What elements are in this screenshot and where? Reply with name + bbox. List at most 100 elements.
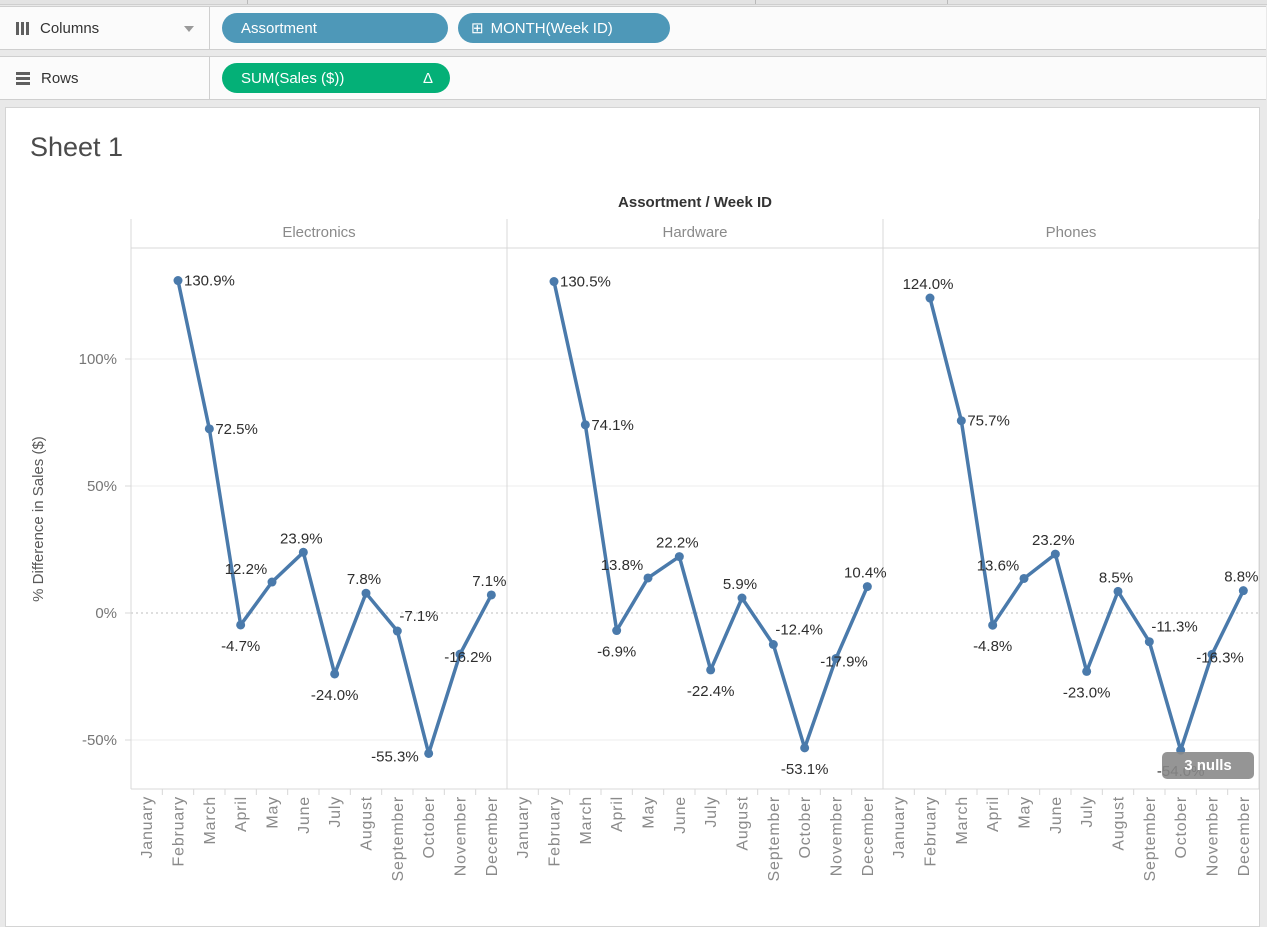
divider <box>755 0 756 4</box>
data-label: 23.2% <box>1032 532 1075 549</box>
data-label: -17.9% <box>820 653 868 670</box>
data-point[interactable] <box>831 653 841 663</box>
data-point[interactable] <box>455 649 465 659</box>
data-label: 22.2% <box>656 535 699 552</box>
data-point[interactable] <box>236 620 246 630</box>
y-tick-label: 100% <box>79 351 117 368</box>
panel-header-hardware[interactable]: Hardware <box>662 224 728 241</box>
data-label: 8.8% <box>1224 569 1258 586</box>
data-label: 7.1% <box>472 573 506 590</box>
data-point[interactable] <box>204 424 214 434</box>
data-point[interactable] <box>768 639 778 649</box>
columns-shelf-label: Columns <box>0 7 210 49</box>
data-point[interactable] <box>956 416 966 426</box>
x-tick-label: October <box>797 796 814 859</box>
data-point[interactable] <box>1238 586 1248 596</box>
data-label: -7.1% <box>399 608 438 625</box>
x-tick-label: May <box>641 796 658 829</box>
nulls-indicator[interactable]: 3 nulls <box>1162 752 1254 779</box>
x-tick-label: October <box>1173 796 1190 859</box>
data-point[interactable] <box>424 748 434 758</box>
data-point[interactable] <box>674 552 684 562</box>
x-tick-label: August <box>735 796 752 851</box>
data-label: -16.3% <box>1196 649 1244 666</box>
y-tick-label: 50% <box>87 478 117 495</box>
data-point[interactable] <box>643 573 653 583</box>
data-point[interactable] <box>1113 586 1123 596</box>
viz-canvas[interactable]: 100% 50% 0% -50% January February March April Ma… <box>6 108 1259 926</box>
data-label: 74.1% <box>591 417 634 434</box>
data-point[interactable] <box>330 669 340 679</box>
data-point[interactable] <box>925 293 935 303</box>
data-label: -16.2% <box>444 649 492 666</box>
data-point[interactable] <box>862 582 872 592</box>
trend-line-phones[interactable] <box>928 296 1246 752</box>
trend-line-hardware[interactable] <box>552 279 870 750</box>
data-point[interactable] <box>267 577 277 587</box>
y-tick-label: -50% <box>82 732 117 749</box>
pill-assortment[interactable]: Assortment <box>222 13 448 43</box>
x-tick-label: September <box>1142 796 1159 881</box>
columns-icon <box>16 21 29 35</box>
data-label: 130.9% <box>184 273 235 290</box>
data-point[interactable] <box>1019 573 1029 583</box>
data-label: -55.3% <box>371 748 419 765</box>
x-tick-label: May <box>265 796 282 829</box>
x-tick-label: November <box>829 796 846 876</box>
data-point[interactable] <box>988 620 998 630</box>
data-point[interactable] <box>298 547 308 557</box>
data-point[interactable] <box>1207 649 1217 659</box>
x-tick-label: October <box>421 796 438 859</box>
data-point[interactable] <box>580 420 590 430</box>
x-tick-label: February <box>171 796 188 866</box>
data-label: -24.0% <box>311 687 359 704</box>
data-label: 130.5% <box>560 274 611 291</box>
x-tick-label: June <box>296 796 313 834</box>
rows-shelf[interactable]: Rows SUM(Sales ($)) Δ <box>0 56 1266 100</box>
pill-label: SUM(Sales ($)) <box>241 69 345 87</box>
pill-sum-sales[interactable]: SUM(Sales ($)) Δ <box>222 63 450 93</box>
data-point[interactable] <box>706 665 716 675</box>
data-point[interactable] <box>173 276 183 286</box>
chevron-down-icon[interactable] <box>184 26 194 32</box>
columns-shelf[interactable]: Columns Assortment ⊞ MONTH(Week ID) <box>0 6 1266 50</box>
panel-headers: Electronics Hardware Phones <box>131 219 1259 248</box>
data-label: 13.8% <box>601 557 644 574</box>
data-label: -4.7% <box>221 638 260 655</box>
trend-line-electronics[interactable] <box>176 278 494 756</box>
x-tick-label: June <box>672 796 689 834</box>
data-point[interactable] <box>612 626 622 636</box>
data-label: 12.2% <box>225 561 268 578</box>
data-point[interactable] <box>1050 549 1060 559</box>
y-tick-label: 0% <box>95 605 117 622</box>
data-label: -22.4% <box>687 683 735 700</box>
data-point[interactable] <box>392 626 402 636</box>
pill-label: MONTH(Week ID) <box>490 19 613 37</box>
pill-label: Assortment <box>241 19 317 37</box>
data-label: -4.8% <box>973 638 1012 655</box>
data-label: 124.0% <box>903 276 954 293</box>
data-label: -6.9% <box>597 644 636 661</box>
data-point[interactable] <box>1144 637 1154 647</box>
x-tick-label: June <box>1048 796 1065 834</box>
pill-month-week-id[interactable]: ⊞ MONTH(Week ID) <box>458 13 670 43</box>
data-point[interactable] <box>737 593 747 603</box>
data-point[interactable] <box>800 743 810 753</box>
x-tick-label: April <box>233 796 250 832</box>
columns-shelf-text: Columns <box>40 19 100 37</box>
sheet: Sheet 1 Assortment / Week ID Electronics… <box>5 107 1260 927</box>
panel-header-electronics[interactable]: Electronics <box>282 224 356 241</box>
divider <box>947 0 948 4</box>
data-label: 10.4% <box>844 565 887 582</box>
data-label: 5.9% <box>723 576 757 593</box>
data-point[interactable] <box>1082 666 1092 676</box>
data-point[interactable] <box>486 590 496 600</box>
data-label: 7.8% <box>347 571 381 588</box>
x-tick-label: December <box>484 796 501 876</box>
panel-header-phones[interactable]: Phones <box>1045 224 1097 241</box>
data-label: 13.6% <box>977 557 1020 574</box>
data-point[interactable] <box>549 277 559 287</box>
x-tick-label: November <box>1205 796 1222 876</box>
expand-icon[interactable]: ⊞ <box>471 19 484 37</box>
data-point[interactable] <box>361 588 371 598</box>
